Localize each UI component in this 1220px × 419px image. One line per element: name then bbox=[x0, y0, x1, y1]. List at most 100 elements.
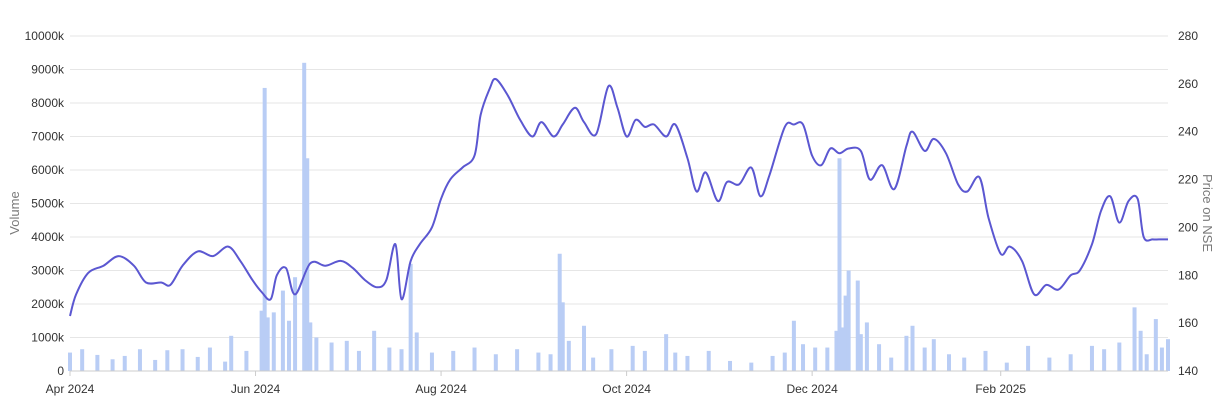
price-line bbox=[69, 77, 1168, 317]
volume-bar bbox=[1153, 319, 1158, 371]
x-tick-label: Jun 2024 bbox=[231, 382, 281, 396]
volume-bar bbox=[1089, 345, 1094, 371]
x-tick-label: Apr 2024 bbox=[46, 382, 95, 396]
volume-bar bbox=[962, 357, 967, 371]
volume-bars bbox=[68, 62, 1170, 372]
volume-bar bbox=[1004, 362, 1009, 371]
volume-bar bbox=[566, 340, 571, 371]
y-left-tick-label: 4000k bbox=[31, 230, 65, 244]
volume-bar bbox=[877, 344, 882, 371]
volume-bar bbox=[414, 332, 419, 371]
y-left-tick-label: 10000k bbox=[25, 29, 65, 43]
volume-bar bbox=[259, 310, 264, 371]
volume-bar bbox=[329, 342, 334, 371]
volume-bar bbox=[1026, 345, 1031, 371]
volume-bar bbox=[122, 355, 127, 371]
volume-bar bbox=[195, 356, 200, 371]
y-axis-right-title: Price on NSE bbox=[1200, 174, 1215, 252]
axes: 0 1000k 2000k 3000k 4000k 5000k 6000k 7000k 8000… bbox=[25, 29, 1199, 396]
y-left-tick-label: 2000k bbox=[31, 297, 65, 311]
volume-bar bbox=[642, 350, 647, 371]
volume-bar bbox=[305, 158, 310, 371]
volume-bar bbox=[110, 359, 115, 371]
volume-bar bbox=[864, 322, 869, 371]
y-right-tick-label: 200 bbox=[1178, 220, 1198, 234]
volume-bar bbox=[1102, 349, 1107, 371]
volume-bar bbox=[293, 277, 298, 371]
volume-bar bbox=[582, 325, 587, 371]
volume-bar bbox=[153, 359, 158, 371]
volume-bar bbox=[858, 334, 863, 371]
volume-bar bbox=[560, 302, 565, 371]
volume-bar bbox=[165, 350, 170, 371]
volume-bar bbox=[372, 330, 377, 371]
volume-bar bbox=[229, 335, 234, 371]
volume-bar bbox=[855, 280, 860, 371]
volume-bar bbox=[68, 352, 72, 371]
volume-bar bbox=[536, 352, 541, 371]
volume-bar bbox=[1132, 307, 1137, 371]
y-right-tick-label: 180 bbox=[1178, 268, 1198, 282]
volume-bar bbox=[889, 357, 894, 371]
volume-bar bbox=[1068, 354, 1073, 371]
y-right-tick-label: 160 bbox=[1178, 316, 1198, 330]
volume-bar bbox=[630, 345, 635, 371]
volume-bar bbox=[801, 344, 806, 371]
volume-bar bbox=[223, 361, 228, 371]
y-left-tick-label: 0 bbox=[57, 364, 64, 378]
y-right-tick-label: 260 bbox=[1178, 77, 1198, 91]
gridlines bbox=[70, 35, 1168, 372]
volume-bar bbox=[685, 355, 690, 371]
y-left-tick-label: 7000k bbox=[31, 130, 65, 144]
volume-bar bbox=[840, 327, 845, 371]
volume-bar bbox=[609, 349, 614, 371]
volume-bar bbox=[308, 322, 313, 371]
y-right-tick-label: 220 bbox=[1178, 173, 1198, 187]
y-left-tick-label: 6000k bbox=[31, 163, 65, 177]
volume-bar bbox=[262, 87, 267, 372]
volume-bar bbox=[80, 349, 85, 371]
volume-bar bbox=[286, 320, 291, 371]
y-left-tick-label: 1000k bbox=[31, 331, 65, 345]
volume-bar bbox=[356, 350, 361, 371]
volume-bar bbox=[837, 158, 842, 371]
volume-bar bbox=[834, 330, 839, 371]
volume-bar bbox=[207, 347, 212, 371]
volume-bar bbox=[515, 349, 520, 371]
volume-bar bbox=[557, 253, 562, 371]
y-left-tick-label: 9000k bbox=[31, 63, 65, 77]
volume-bar bbox=[1047, 357, 1052, 371]
volume-bar bbox=[947, 354, 952, 371]
volume-bar bbox=[408, 263, 413, 371]
volume-bar bbox=[1166, 339, 1170, 371]
volume-bar bbox=[280, 290, 285, 371]
volume-bar bbox=[770, 355, 775, 371]
volume-bar bbox=[271, 312, 276, 371]
y-right-tick-label: 140 bbox=[1178, 364, 1198, 378]
volume-bar bbox=[706, 350, 711, 371]
volume-bar bbox=[137, 349, 142, 371]
volume-bar bbox=[451, 350, 456, 371]
y-left-tick-label: 5000k bbox=[31, 197, 65, 211]
volume-bar bbox=[265, 317, 270, 371]
volume-bar bbox=[846, 270, 851, 371]
volume-bar bbox=[302, 62, 307, 372]
y-right-tick-label: 240 bbox=[1178, 125, 1198, 139]
volume-bar bbox=[1144, 354, 1149, 371]
volume-bar bbox=[429, 352, 434, 371]
volume-bar bbox=[825, 347, 830, 371]
volume-bar bbox=[1138, 330, 1143, 371]
volume-bar bbox=[910, 325, 915, 371]
x-tick-label: Oct 2024 bbox=[602, 382, 651, 396]
volume-bar bbox=[673, 352, 678, 371]
volume-bar bbox=[843, 295, 848, 371]
volume-bar bbox=[387, 347, 392, 371]
volume-bar bbox=[664, 334, 669, 371]
volume-bar bbox=[548, 354, 553, 371]
volume-bar bbox=[749, 362, 754, 371]
volume-bar bbox=[922, 347, 927, 371]
x-tick-label: Dec 2024 bbox=[786, 382, 838, 396]
x-tick-label: Aug 2024 bbox=[415, 382, 467, 396]
